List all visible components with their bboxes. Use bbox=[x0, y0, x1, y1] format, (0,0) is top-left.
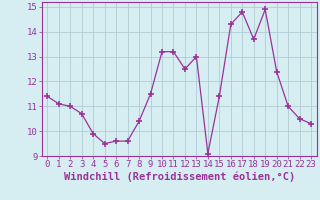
X-axis label: Windchill (Refroidissement éolien,°C): Windchill (Refroidissement éolien,°C) bbox=[64, 172, 295, 182]
